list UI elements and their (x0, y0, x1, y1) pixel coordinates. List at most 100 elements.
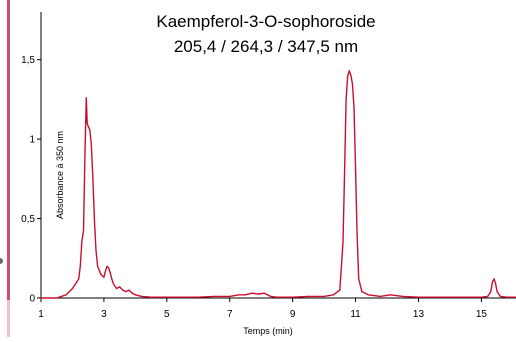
data-point (82, 230, 85, 232)
x-ticks-group: 1 3 5 7 9 11 13 15 (38, 298, 487, 320)
data-point (108, 267, 110, 269)
data-point (141, 295, 143, 297)
data-point (40, 297, 42, 299)
x-tick-label: 9 (290, 309, 296, 320)
y-ticks-group: 0 0,5 1 1,5 (21, 55, 41, 305)
data-point (351, 82, 353, 85)
data-point (56, 297, 58, 299)
data-point (342, 241, 344, 243)
left-border-rule-lower (7, 300, 10, 337)
data-point (92, 178, 94, 180)
data-point (166, 296, 168, 298)
data-point (115, 287, 118, 290)
data-point (345, 98, 347, 100)
data-point (182, 296, 184, 298)
data-point (71, 287, 74, 290)
data-point (358, 278, 360, 280)
data-point (493, 278, 495, 280)
data-point (131, 292, 133, 294)
y-tick-label: 1,5 (21, 55, 35, 66)
data-point (389, 294, 391, 296)
data-point (348, 70, 350, 72)
data-point (81, 240, 83, 242)
data-point (332, 294, 335, 296)
data-point (344, 170, 346, 172)
data-point (367, 294, 369, 296)
data-point (339, 289, 341, 291)
data-point (238, 294, 240, 296)
data-point (65, 294, 67, 296)
data-point (251, 292, 253, 294)
data-point (111, 278, 113, 280)
edge-dot-marker (0, 258, 3, 264)
x-tick-label: 3 (101, 309, 107, 320)
data-point (380, 295, 382, 297)
data-point (100, 273, 102, 275)
y-axis-title: Absorbance à 350 nm (55, 131, 65, 219)
data-point (402, 295, 404, 297)
data-point (417, 296, 420, 298)
data-point (134, 294, 136, 296)
left-border-rule (7, 0, 10, 337)
data-point (244, 294, 247, 296)
series-points-group (40, 70, 516, 299)
data-point (307, 295, 309, 297)
series-line (41, 70, 516, 299)
data-point (496, 291, 498, 293)
data-point (480, 296, 482, 298)
x-tick-label: 11 (350, 309, 361, 320)
data-point (292, 296, 294, 298)
data-point (356, 233, 358, 235)
data-point (97, 265, 99, 267)
data-point (87, 125, 89, 127)
data-point (350, 75, 352, 77)
data-point (347, 75, 349, 77)
data-point (229, 295, 231, 297)
data-point (104, 270, 107, 272)
data-point (491, 281, 493, 283)
data-point (103, 276, 105, 278)
data-point (85, 97, 87, 99)
data-point (93, 221, 96, 223)
data-point (270, 295, 272, 297)
x-tick-label: 5 (164, 309, 170, 320)
x-tick-label: 15 (476, 309, 488, 320)
data-point (490, 291, 492, 293)
data-point (119, 286, 121, 288)
data-point (112, 283, 114, 285)
data-point (197, 296, 199, 298)
data-point (106, 265, 108, 267)
data-point (487, 295, 489, 297)
data-point (499, 295, 501, 297)
chart-title: Kaempferol-3-O-sophoroside (156, 12, 375, 31)
data-point (109, 272, 111, 274)
data-point (257, 293, 259, 295)
data-point (86, 122, 88, 124)
data-point (323, 295, 325, 297)
x-tick-label: 13 (413, 309, 425, 320)
y-tick-label: 0,5 (21, 214, 35, 225)
x-tick-label: 1 (38, 309, 44, 320)
data-point (361, 291, 363, 293)
data-point (95, 249, 97, 251)
data-point (353, 106, 355, 108)
data-point (263, 292, 265, 294)
chart-subtitle: 205,4 / 264,3 / 347,5 nm (174, 37, 358, 56)
data-point (213, 295, 215, 297)
data-point (75, 283, 77, 285)
x-tick-label: 7 (227, 309, 233, 320)
data-point (150, 296, 152, 298)
data-point (78, 278, 80, 280)
data-point (276, 296, 278, 298)
data-point (355, 170, 357, 172)
data-point (79, 265, 81, 267)
data-point (128, 289, 130, 291)
data-point (506, 296, 508, 298)
data-point (84, 151, 86, 153)
data-point (90, 143, 92, 145)
y-tick-label: 1 (29, 135, 35, 146)
data-point (495, 283, 497, 285)
data-point (125, 291, 127, 293)
